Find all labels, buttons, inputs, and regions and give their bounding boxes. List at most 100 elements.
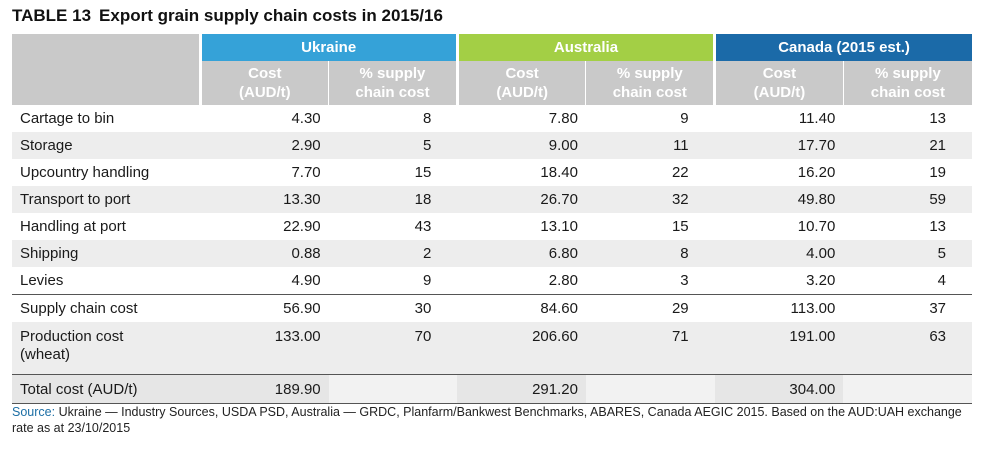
cell: 56.90 xyxy=(200,294,329,322)
row-label: Shipping xyxy=(12,240,200,267)
cell: 304.00 xyxy=(714,374,844,404)
table-row: Handling at port 22.90 43 13.10 15 10.70… xyxy=(12,213,972,240)
sub-header-pct: % supply chain cost xyxy=(842,61,972,105)
row-label: Production cost (wheat) xyxy=(12,322,200,375)
summary-row-supply-chain: Supply chain cost 56.90 30 84.60 29 113.… xyxy=(12,294,972,322)
table-row: Transport to port 13.30 18 26.70 32 49.8… xyxy=(12,186,972,213)
cell: 10.70 xyxy=(797,218,836,235)
cell: 13.30 xyxy=(200,186,329,213)
summary-row-production: Production cost (wheat) 133.00 70 206.60 … xyxy=(12,322,972,375)
table-row: Storage 2.90 5 9.00 11 17.70 21 xyxy=(12,132,972,159)
cost-table: Ukraine Australia Canada (2015 est.) Cos… xyxy=(12,34,972,404)
cell: 43 xyxy=(414,218,432,235)
cell: 13 xyxy=(929,218,946,235)
row-label: Supply chain cost xyxy=(12,294,200,322)
header-blank-cell xyxy=(12,34,200,105)
cell: 19 xyxy=(929,164,946,181)
cell: 2 xyxy=(328,240,458,267)
sub-header-cost: Cost (AUD/t) xyxy=(198,61,329,105)
table-row: Upcountry handling 7.70 15 18.40 22 16.2… xyxy=(12,159,972,186)
cell xyxy=(585,374,715,404)
row-label: Total cost (AUD/t) xyxy=(12,374,200,404)
cell: 15 xyxy=(414,164,432,181)
cell: 21 xyxy=(843,132,972,159)
row-label: Cartage to bin xyxy=(20,110,115,127)
table-row: Shipping 0.88 2 6.80 8 4.00 5 xyxy=(12,240,972,267)
cell: 2.90 xyxy=(200,132,329,159)
table-row: Cartage to bin 4.30 8 7.80 9 11.40 13 xyxy=(12,105,972,132)
row-label: Upcountry handling xyxy=(20,164,150,181)
cell: 113.00 xyxy=(714,294,844,322)
cell: 18 xyxy=(328,186,458,213)
cell: 70 xyxy=(328,322,458,375)
cell: 0.88 xyxy=(200,240,329,267)
cell: 4.30 xyxy=(291,110,321,127)
cell: 7.80 xyxy=(548,110,578,127)
cell: 22 xyxy=(671,164,689,181)
group-header-ukraine: Ukraine xyxy=(198,34,458,61)
source-text: Ukraine — Industry Sources, USDA PSD, Au… xyxy=(12,405,962,435)
cell: 2.80 xyxy=(548,272,578,289)
row-label: Levies xyxy=(20,272,64,289)
cell: 11.40 xyxy=(798,110,836,127)
cell: 22.90 xyxy=(283,218,321,235)
cell: 63 xyxy=(843,322,972,375)
cell: 9 xyxy=(680,110,689,127)
cell: 206.60 xyxy=(457,322,586,375)
group-header-row: Ukraine Australia Canada (2015 est.) xyxy=(12,34,972,105)
sub-header-cost: Cost (AUD/t) xyxy=(713,61,844,105)
cell: 13.10 xyxy=(540,218,578,235)
cell: 5 xyxy=(843,240,972,267)
cell xyxy=(843,374,972,404)
cell: 9.00 xyxy=(457,132,586,159)
cell: 3.20 xyxy=(806,272,836,289)
cell: 26.70 xyxy=(457,186,586,213)
group-header-canada: Canada (2015 est.) xyxy=(713,34,972,61)
total-row: Total cost (AUD/t) 189.90 291.20 304.00 xyxy=(12,374,972,404)
cell: 8 xyxy=(422,110,432,127)
cell: 49.80 xyxy=(714,186,844,213)
cell: 5 xyxy=(328,132,458,159)
cell: 9 xyxy=(422,272,432,289)
cell: 4.00 xyxy=(714,240,844,267)
table-caption: Export grain supply chain costs in 2015/… xyxy=(99,6,443,25)
cell: 71 xyxy=(585,322,715,375)
cell: 29 xyxy=(585,294,715,322)
cell: 191.00 xyxy=(714,322,844,375)
sub-header-pct: % supply chain cost xyxy=(585,61,715,105)
cell: 189.90 xyxy=(200,374,329,404)
cell: 30 xyxy=(328,294,458,322)
cell: 84.60 xyxy=(457,294,586,322)
sub-header-pct: % supply chain cost xyxy=(328,61,458,105)
cell: 133.00 xyxy=(200,322,329,375)
cell: 37 xyxy=(843,294,972,322)
sub-header-row: Cost (AUD/t) % supply chain cost Cost (AUD/… xyxy=(12,61,972,105)
cell: 4 xyxy=(937,272,946,289)
cell: 15 xyxy=(671,218,689,235)
cell: 11 xyxy=(585,132,715,159)
table-row: Levies 4.90 9 2.80 3 3.20 4 xyxy=(12,267,972,295)
table-number: TABLE 13 xyxy=(12,6,92,25)
cell: 16.20 xyxy=(797,164,836,181)
cell: 8 xyxy=(585,240,715,267)
cell xyxy=(328,374,458,404)
cell: 32 xyxy=(585,186,715,213)
cell: 291.20 xyxy=(457,374,586,404)
row-label: Handling at port xyxy=(20,218,126,235)
cell: 7.70 xyxy=(291,164,321,181)
source-label: Source: xyxy=(12,405,56,419)
group-header-australia: Australia xyxy=(455,34,715,61)
row-label: Storage xyxy=(12,132,200,159)
row-label: Transport to port xyxy=(12,186,200,213)
source-note: Source: Ukraine — Industry Sources, USDA… xyxy=(12,404,972,436)
cell: 4.90 xyxy=(291,272,321,289)
table-title: TABLE 13 Export grain supply chain costs … xyxy=(12,6,443,26)
cell: 17.70 xyxy=(714,132,844,159)
cell: 13 xyxy=(929,110,946,127)
cell: 6.80 xyxy=(457,240,586,267)
cell: 3 xyxy=(680,272,689,289)
sub-header-cost: Cost (AUD/t) xyxy=(455,61,586,105)
cell: 18.40 xyxy=(540,164,578,181)
cell: 59 xyxy=(843,186,972,213)
